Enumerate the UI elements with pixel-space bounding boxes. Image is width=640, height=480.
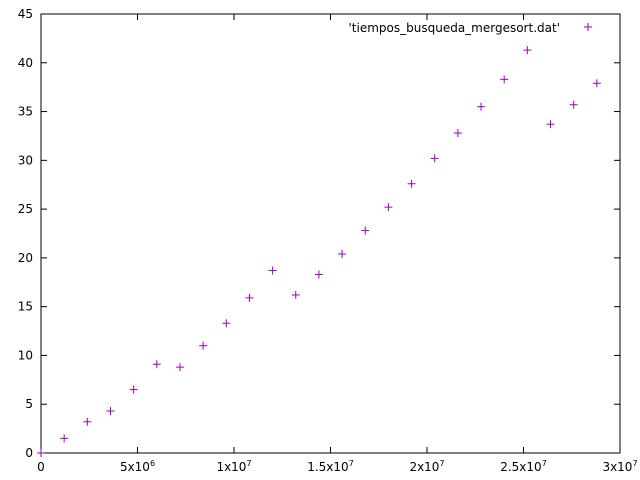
legend-entry-label: 'tiempos_busqueda_mergesort.dat': [349, 21, 561, 35]
x-axis: 0 5x106 1x107 1.5x107 2x107 2.5x107 3x107: [37, 14, 638, 474]
data-point: [361, 226, 370, 235]
plot-frame: [40, 13, 621, 454]
y-tick-label: 35: [18, 105, 33, 119]
data-point: [291, 290, 300, 299]
x-tick-mantissa: 1x10: [216, 460, 246, 474]
data-point: [199, 341, 208, 350]
plot-area: [40, 13, 621, 454]
data-point: [268, 266, 277, 275]
data-point: [245, 293, 254, 302]
y-tick-label: 20: [18, 251, 33, 265]
x-tick-mantissa: 2.5x10: [500, 460, 541, 474]
legend: 'tiempos_busqueda_mergesort.dat': [349, 21, 592, 35]
data-point: [222, 319, 231, 328]
data-point: [314, 270, 323, 279]
data-point: [523, 46, 532, 55]
x-tick-mantissa: 5x10: [120, 460, 150, 474]
x-tick-label: 1.5x107: [307, 459, 354, 474]
x-tick-label: 0: [37, 460, 45, 474]
data-point: [129, 385, 138, 394]
x-tick-mantissa: 0: [37, 460, 45, 474]
x-tick-label: 5x106: [120, 459, 155, 474]
data-point: [83, 417, 92, 426]
legend-marker-plus: [584, 23, 592, 31]
y-tick-label: 40: [18, 56, 33, 70]
data-point: [453, 129, 462, 138]
x-tick-label: 3x107: [602, 459, 637, 474]
legend-entry-marker: [584, 23, 592, 31]
data-point: [407, 179, 416, 188]
data-point: [500, 75, 509, 84]
x-tick-exponent: 7: [246, 459, 251, 468]
x-tick-mantissa: 2x10: [409, 460, 439, 474]
y-tick-label: 45: [18, 7, 33, 21]
x-tick-mantissa: 1.5x10: [307, 460, 348, 474]
y-axis: 0 5 10 15 20 25 30 35 40 45: [18, 7, 620, 460]
y-tick-label: 10: [18, 348, 33, 362]
x-tick-exponent: 7: [349, 459, 354, 468]
data-point: [546, 120, 555, 129]
x-tick-exponent: 7: [632, 459, 637, 468]
data-point: [569, 100, 578, 109]
data-point: [338, 249, 347, 258]
data-point: [175, 363, 184, 372]
y-tick-label: 5: [25, 397, 33, 411]
y-tick-label: 15: [18, 300, 33, 314]
x-tick-label: 2.5x107: [500, 459, 547, 474]
data-point: [106, 407, 115, 416]
y-tick-label: 0: [25, 446, 33, 460]
x-tick-label: 1x107: [216, 459, 251, 474]
x-tick-exponent: 7: [542, 459, 547, 468]
data-point: [430, 154, 439, 163]
x-tick-exponent: 7: [439, 459, 444, 468]
data-point: [384, 203, 393, 212]
data-point: [60, 434, 69, 443]
x-tick-mantissa: 3x10: [602, 460, 632, 474]
data-point: [37, 449, 45, 457]
data-series: [37, 46, 601, 457]
y-tick-label: 30: [18, 153, 33, 167]
data-point: [152, 360, 161, 369]
y-tick-label: 25: [18, 202, 33, 216]
data-point: [592, 79, 601, 88]
data-point: [477, 102, 486, 111]
x-tick-label: 2x107: [409, 459, 444, 474]
x-tick-exponent: 6: [150, 459, 155, 468]
